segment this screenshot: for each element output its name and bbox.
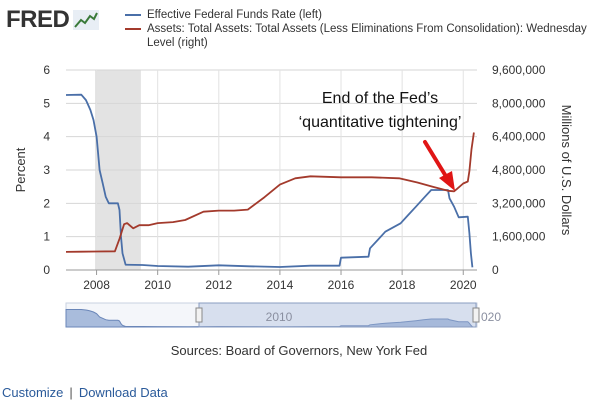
y-left-tick-label: 4 — [43, 130, 50, 144]
legend-label: Effective Federal Funds Rate (left) — [147, 9, 322, 21]
y-left-tick-label: 2 — [43, 196, 50, 210]
y-left-tick-label: 3 — [43, 163, 50, 177]
y-left-tick-label: 6 — [43, 63, 50, 77]
annotation-arrow-head — [439, 171, 455, 191]
x-tick-label: 2020 — [450, 278, 477, 292]
legend-swatch — [125, 14, 141, 16]
customize-link[interactable]: Customize — [2, 385, 64, 400]
y-right-tick-label: 6,400,000 — [492, 130, 546, 144]
x-tick-label: 2012 — [205, 278, 232, 292]
y-left-tick-label: 0 — [43, 263, 50, 277]
fred-logo[interactable]: FRED — [6, 6, 100, 34]
y-right-tick-label: 4,800,000 — [492, 163, 546, 177]
legend-entry-assets[interactable]: Assets: Total Assets: Total Assets (Less… — [125, 22, 587, 50]
chart-svg: 0 1 2 3 4 5 6 0 1,600,000 3,200,000 4,800,000 6,400… — [13, 63, 574, 328]
x-tick-label: 2008 — [83, 278, 110, 292]
y-right-tick-label: 3,200,000 — [492, 196, 546, 210]
legend-entry-fedfunds[interactable]: Effective Federal Funds Rate (left) — [125, 8, 587, 22]
x-tick-label: 2018 — [389, 278, 416, 292]
navigator-label: 2010 — [266, 310, 293, 324]
y-right-tick-label: 1,600,000 — [492, 230, 546, 244]
legend-swatch — [125, 28, 141, 30]
footer-links: Customize | Download Data — [2, 385, 168, 400]
annotation-arrow-shaft — [423, 140, 449, 180]
line-graph-icon — [73, 10, 100, 30]
download-data-link[interactable]: Download Data — [78, 385, 168, 400]
assets-series-line — [65, 132, 475, 253]
y-left-tick-label: 5 — [43, 96, 50, 110]
y-right-tick-label: 0 — [492, 263, 499, 277]
x-tick-label: 2014 — [267, 278, 294, 292]
x-tick-label: 2010 — [144, 278, 171, 292]
y-right-tick-label: 9,600,000 — [492, 63, 546, 77]
annotation-text-line: ‘quantitative tightening’ — [299, 114, 462, 131]
annotation-text-line: End of the Fed’s — [322, 90, 438, 107]
navigator-label: 020 — [481, 310, 501, 324]
navigator-handle-left[interactable] — [195, 307, 203, 323]
navigator-window[interactable] — [198, 302, 477, 328]
y-left-axis-title: Percent — [13, 147, 28, 192]
y-right-tick-label: 8,000,000 — [492, 96, 546, 110]
y-left-tick-label: 1 — [43, 230, 50, 244]
link-separator: | — [69, 385, 73, 400]
x-tick-label: 2016 — [328, 278, 355, 292]
y-right-axis-title: Millions of U.S. Dollars — [559, 105, 574, 236]
legend-label: Assets: Total Assets: Total Assets (Less… — [147, 23, 587, 49]
source-note: Sources: Board of Governors, New York Fe… — [170, 343, 428, 358]
chart-legend: Effective Federal Funds Rate (left) Asse… — [125, 8, 587, 50]
fred-logo-text: FRED — [6, 6, 70, 33]
navigator-handle-right[interactable] — [472, 307, 480, 323]
